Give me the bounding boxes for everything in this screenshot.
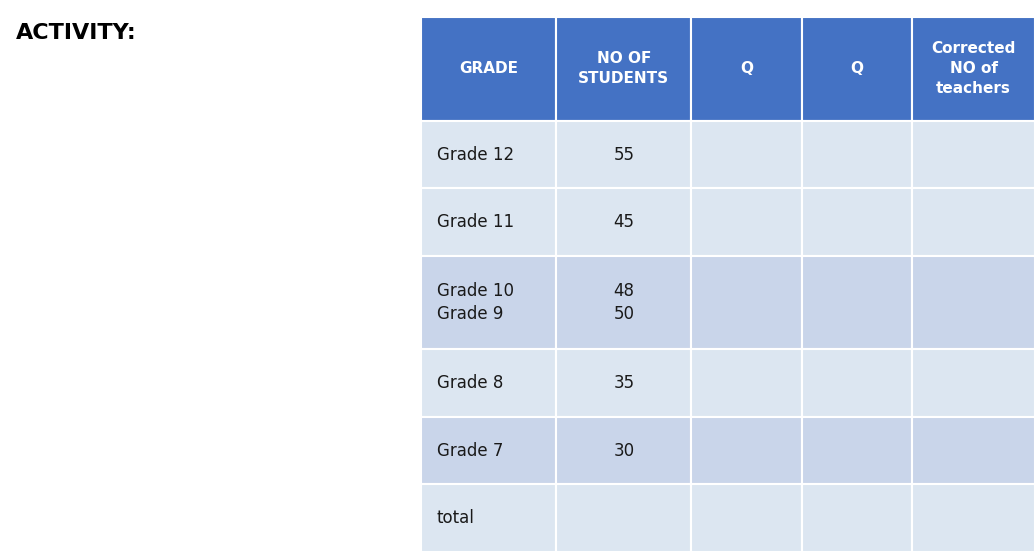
Bar <box>691 417 802 485</box>
Bar <box>912 121 1035 188</box>
Bar <box>691 349 802 417</box>
Bar <box>556 17 691 121</box>
Text: enrollment in the different: enrollment in the different <box>16 185 283 205</box>
Bar <box>421 256 556 349</box>
Bar <box>912 256 1035 349</box>
Bar <box>421 121 556 188</box>
Text: 35: 35 <box>613 374 634 392</box>
Text: apportion the 32 teachers: apportion the 32 teachers <box>16 291 279 310</box>
Bar <box>802 17 912 121</box>
Text: a. The standard divisor: a. The standard divisor <box>16 396 248 415</box>
Bar <box>691 256 802 349</box>
Bar <box>802 485 912 552</box>
Bar <box>912 17 1035 121</box>
Text: Grade 10
Grade 9: Grade 10 Grade 9 <box>437 282 513 323</box>
Bar <box>802 121 912 188</box>
Bar <box>556 121 691 188</box>
Text: grades below. The: grades below. The <box>16 221 200 240</box>
Text: CONSTRUCT THE WORKING: CONSTRUCT THE WORKING <box>16 465 294 485</box>
Bar <box>691 121 802 188</box>
Text: Calculate: Calculate <box>16 360 110 380</box>
Bar <box>421 349 556 417</box>
Text: GRADE: GRADE <box>460 61 519 76</box>
Text: Q: Q <box>740 61 753 76</box>
Bar <box>421 485 556 552</box>
Bar <box>421 188 556 256</box>
Text: Q: Q <box>851 61 863 76</box>
Text: Grade 11: Grade 11 <box>437 213 513 231</box>
Bar <box>691 188 802 256</box>
Bar <box>556 256 691 349</box>
Bar <box>556 188 691 256</box>
Bar <box>912 417 1035 485</box>
Text: 30: 30 <box>613 442 634 460</box>
Bar <box>421 417 556 485</box>
Bar <box>556 485 691 552</box>
Text: Grade 12: Grade 12 <box>437 146 513 164</box>
Bar <box>802 417 912 485</box>
Text: Grade 7: Grade 7 <box>437 442 503 460</box>
Text: TABLE.: TABLE. <box>16 501 85 519</box>
Bar <box>802 256 912 349</box>
Text: Corrected
NO of
teachers: Corrected NO of teachers <box>932 41 1015 96</box>
Text: A new school  offering the: A new school offering the <box>16 81 287 100</box>
Text: administration are to: administration are to <box>16 256 228 275</box>
Text: 45: 45 <box>614 213 634 231</box>
Bar <box>912 485 1035 552</box>
Text: 55: 55 <box>614 146 634 164</box>
Text: total: total <box>437 509 474 527</box>
Bar <box>691 17 802 121</box>
Bar <box>912 188 1035 256</box>
Bar <box>421 17 556 121</box>
Text: b. The standard quota: b. The standard quota <box>16 431 240 449</box>
Text: NO OF
STUDENTS: NO OF STUDENTS <box>579 51 670 86</box>
Bar <box>802 349 912 417</box>
Text: for each grade.: for each grade. <box>16 326 171 344</box>
Text: Grade 8: Grade 8 <box>437 374 503 392</box>
Bar <box>691 485 802 552</box>
Bar <box>912 349 1035 417</box>
Text: 48
50: 48 50 <box>614 282 634 323</box>
Text: ACTIVITY:: ACTIVITY: <box>16 23 137 43</box>
Bar <box>802 188 912 256</box>
Text: complete six grades in high: complete six grades in high <box>16 116 295 135</box>
Text: school has the following: school has the following <box>16 151 259 170</box>
Bar <box>556 417 691 485</box>
Bar <box>556 349 691 417</box>
